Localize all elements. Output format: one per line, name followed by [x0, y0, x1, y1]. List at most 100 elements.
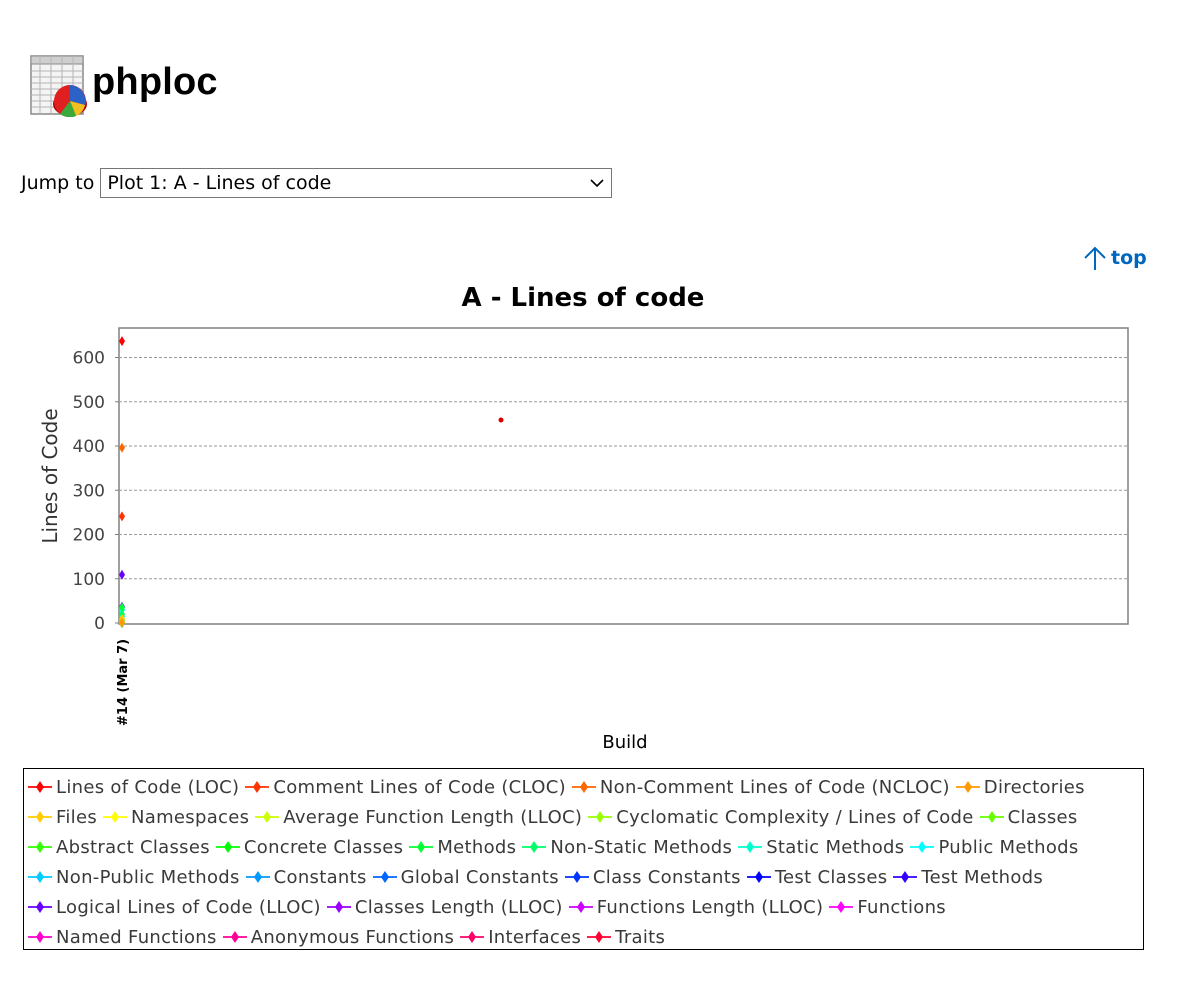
legend-item: Abstract Classes — [28, 837, 210, 858]
legend-item: Anonymous Functions — [222, 927, 455, 948]
y-tick-label: 200 — [73, 526, 105, 546]
legend-swatch-icon — [245, 871, 270, 883]
legend-swatch-icon — [955, 781, 980, 793]
legend-swatch-icon — [28, 901, 52, 913]
legend-label: Lines of Code (LOC) — [56, 776, 240, 798]
legend-swatch-icon — [215, 841, 240, 853]
legend-item: Test Classes — [746, 866, 888, 888]
legend-item: Named Functions — [28, 927, 217, 948]
legend-item: Interfaces — [460, 927, 581, 948]
legend-swatch-icon — [910, 841, 935, 853]
legend-item: Global Constants — [372, 866, 559, 888]
top-link[interactable]: top — [1083, 245, 1147, 271]
legend-label: Concrete Classes — [243, 836, 404, 858]
data-point — [119, 569, 125, 580]
legend-item: Non-Static Methods — [522, 837, 732, 858]
legend-item: Concrete Classes — [215, 836, 404, 858]
legend-item: Directories — [955, 776, 1085, 798]
jump-to-control: Jump to Plot 1: A - Lines of code — [21, 168, 613, 198]
legend-item: Classes Length (LLOC) — [326, 896, 563, 918]
legend-label: Test Classes — [774, 866, 888, 888]
plot-select-value: Plot 1: A - Lines of code — [107, 172, 332, 194]
data-point — [119, 602, 125, 613]
legend-row: Non-Public Methods Constants Global Consta… — [28, 862, 1143, 892]
legend-swatch-icon — [588, 811, 613, 823]
x-axis-label: Build — [602, 732, 647, 752]
legend-label: Abstract Classes — [56, 836, 210, 858]
legend-label: Constants — [273, 866, 367, 888]
legend-item: Static Methods — [738, 837, 904, 858]
plot-area — [118, 327, 1129, 625]
legend-label: Functions — [857, 896, 946, 918]
legend-swatch-icon — [326, 901, 351, 913]
legend-label: Traits — [615, 926, 666, 948]
legend-label: Directories — [983, 776, 1085, 798]
x-axis-ticks: #14 (Mar 7) — [116, 639, 131, 726]
gridlines — [119, 357, 1128, 580]
legend-item: Test Methods — [893, 867, 1043, 888]
legend-item: Cyclomatic Complexity / Lines of Code — [588, 807, 973, 828]
legend-label: Named Functions — [56, 926, 217, 948]
legend-item: Logical Lines of Code (LLOC) — [28, 897, 321, 918]
legend-item: Namespaces — [103, 807, 249, 828]
cursor-dot — [498, 417, 504, 423]
legend-label: Non-Public Methods — [56, 866, 240, 888]
legend-label: Functions Length (LLOC) — [596, 896, 824, 918]
x-tick-label: #14 (Mar 7) — [116, 639, 131, 726]
legend-item: Files — [28, 807, 97, 828]
plot-select[interactable]: Plot 1: A - Lines of code — [100, 168, 613, 198]
legend-label: Logical Lines of Code (LLOC) — [56, 896, 321, 918]
page-title: phploc — [92, 60, 218, 103]
legend-label: Average Function Length (LLOC) — [283, 806, 583, 828]
legend-label: Cyclomatic Complexity / Lines of Code — [616, 806, 974, 828]
legend-label: Interfaces — [488, 926, 582, 948]
legend-swatch-icon — [568, 901, 593, 913]
legend-swatch-icon — [372, 871, 397, 883]
legend-swatch-icon — [409, 841, 434, 853]
legend-swatch-icon — [28, 811, 52, 823]
legend-item: Traits — [587, 927, 665, 948]
arrow-up-icon — [1084, 246, 1106, 270]
y-tick-label: 400 — [73, 437, 105, 457]
legend-swatch-icon — [746, 871, 771, 883]
chart-title: A - Lines of code — [462, 283, 705, 313]
legend-swatch-icon — [255, 811, 280, 823]
legend-swatch-icon — [28, 781, 52, 793]
y-tick-label: 600 — [73, 349, 105, 369]
legend-swatch-icon — [564, 871, 589, 883]
legend-item: Non-Public Methods — [28, 867, 240, 888]
legend-label: Classes Length (LLOC) — [354, 896, 563, 918]
legend-item: Public Methods — [910, 837, 1078, 858]
legend-label: Namespaces — [131, 806, 250, 828]
legend-label: Non-Comment Lines of Code (NCLOC) — [599, 776, 950, 798]
legend-swatch-icon — [245, 781, 270, 793]
legend-item: Comment Lines of Code (CLOC) — [245, 777, 566, 798]
legend-swatch-icon — [571, 781, 596, 793]
legend-item: Functions — [829, 897, 946, 918]
legend-swatch-icon — [829, 901, 854, 913]
legend-label: Non-Static Methods — [550, 836, 733, 858]
legend-swatch-icon — [103, 811, 127, 823]
chart-legend: Lines of Code (LOC) Comment Lines of Code… — [23, 768, 1144, 950]
spreadsheet-pie-chart-icon — [30, 55, 87, 117]
legend-label: Class Constants — [592, 866, 741, 888]
data-point — [119, 511, 125, 522]
legend-item: Lines of Code (LOC) — [28, 777, 239, 798]
legend-row: Lines of Code (LOC) Comment Lines of Code… — [28, 772, 1143, 802]
data-point — [119, 336, 125, 347]
y-tick-label: 100 — [73, 570, 105, 590]
legend-label: Methods — [437, 836, 517, 858]
legend-row: Abstract Classes Concrete Classes Methods N… — [28, 832, 1143, 862]
legend-row: Logical Lines of Code (LLOC) Classes Leng… — [28, 892, 1143, 922]
legend-label: Public Methods — [938, 836, 1079, 858]
legend-item: Methods — [409, 837, 516, 858]
legend-swatch-icon — [738, 841, 763, 853]
legend-item: Classes — [979, 807, 1078, 828]
legend-label: Global Constants — [400, 866, 559, 888]
y-axis-ticks: 0 100 200 300 400 500 600 — [73, 349, 119, 634]
legend-swatch-icon — [28, 841, 52, 853]
chevron-down-icon — [590, 179, 604, 188]
legend-swatch-icon — [28, 931, 52, 943]
legend-item: Non-Comment Lines of Code (NCLOC) — [571, 776, 950, 798]
legend-label: Test Methods — [921, 866, 1044, 888]
